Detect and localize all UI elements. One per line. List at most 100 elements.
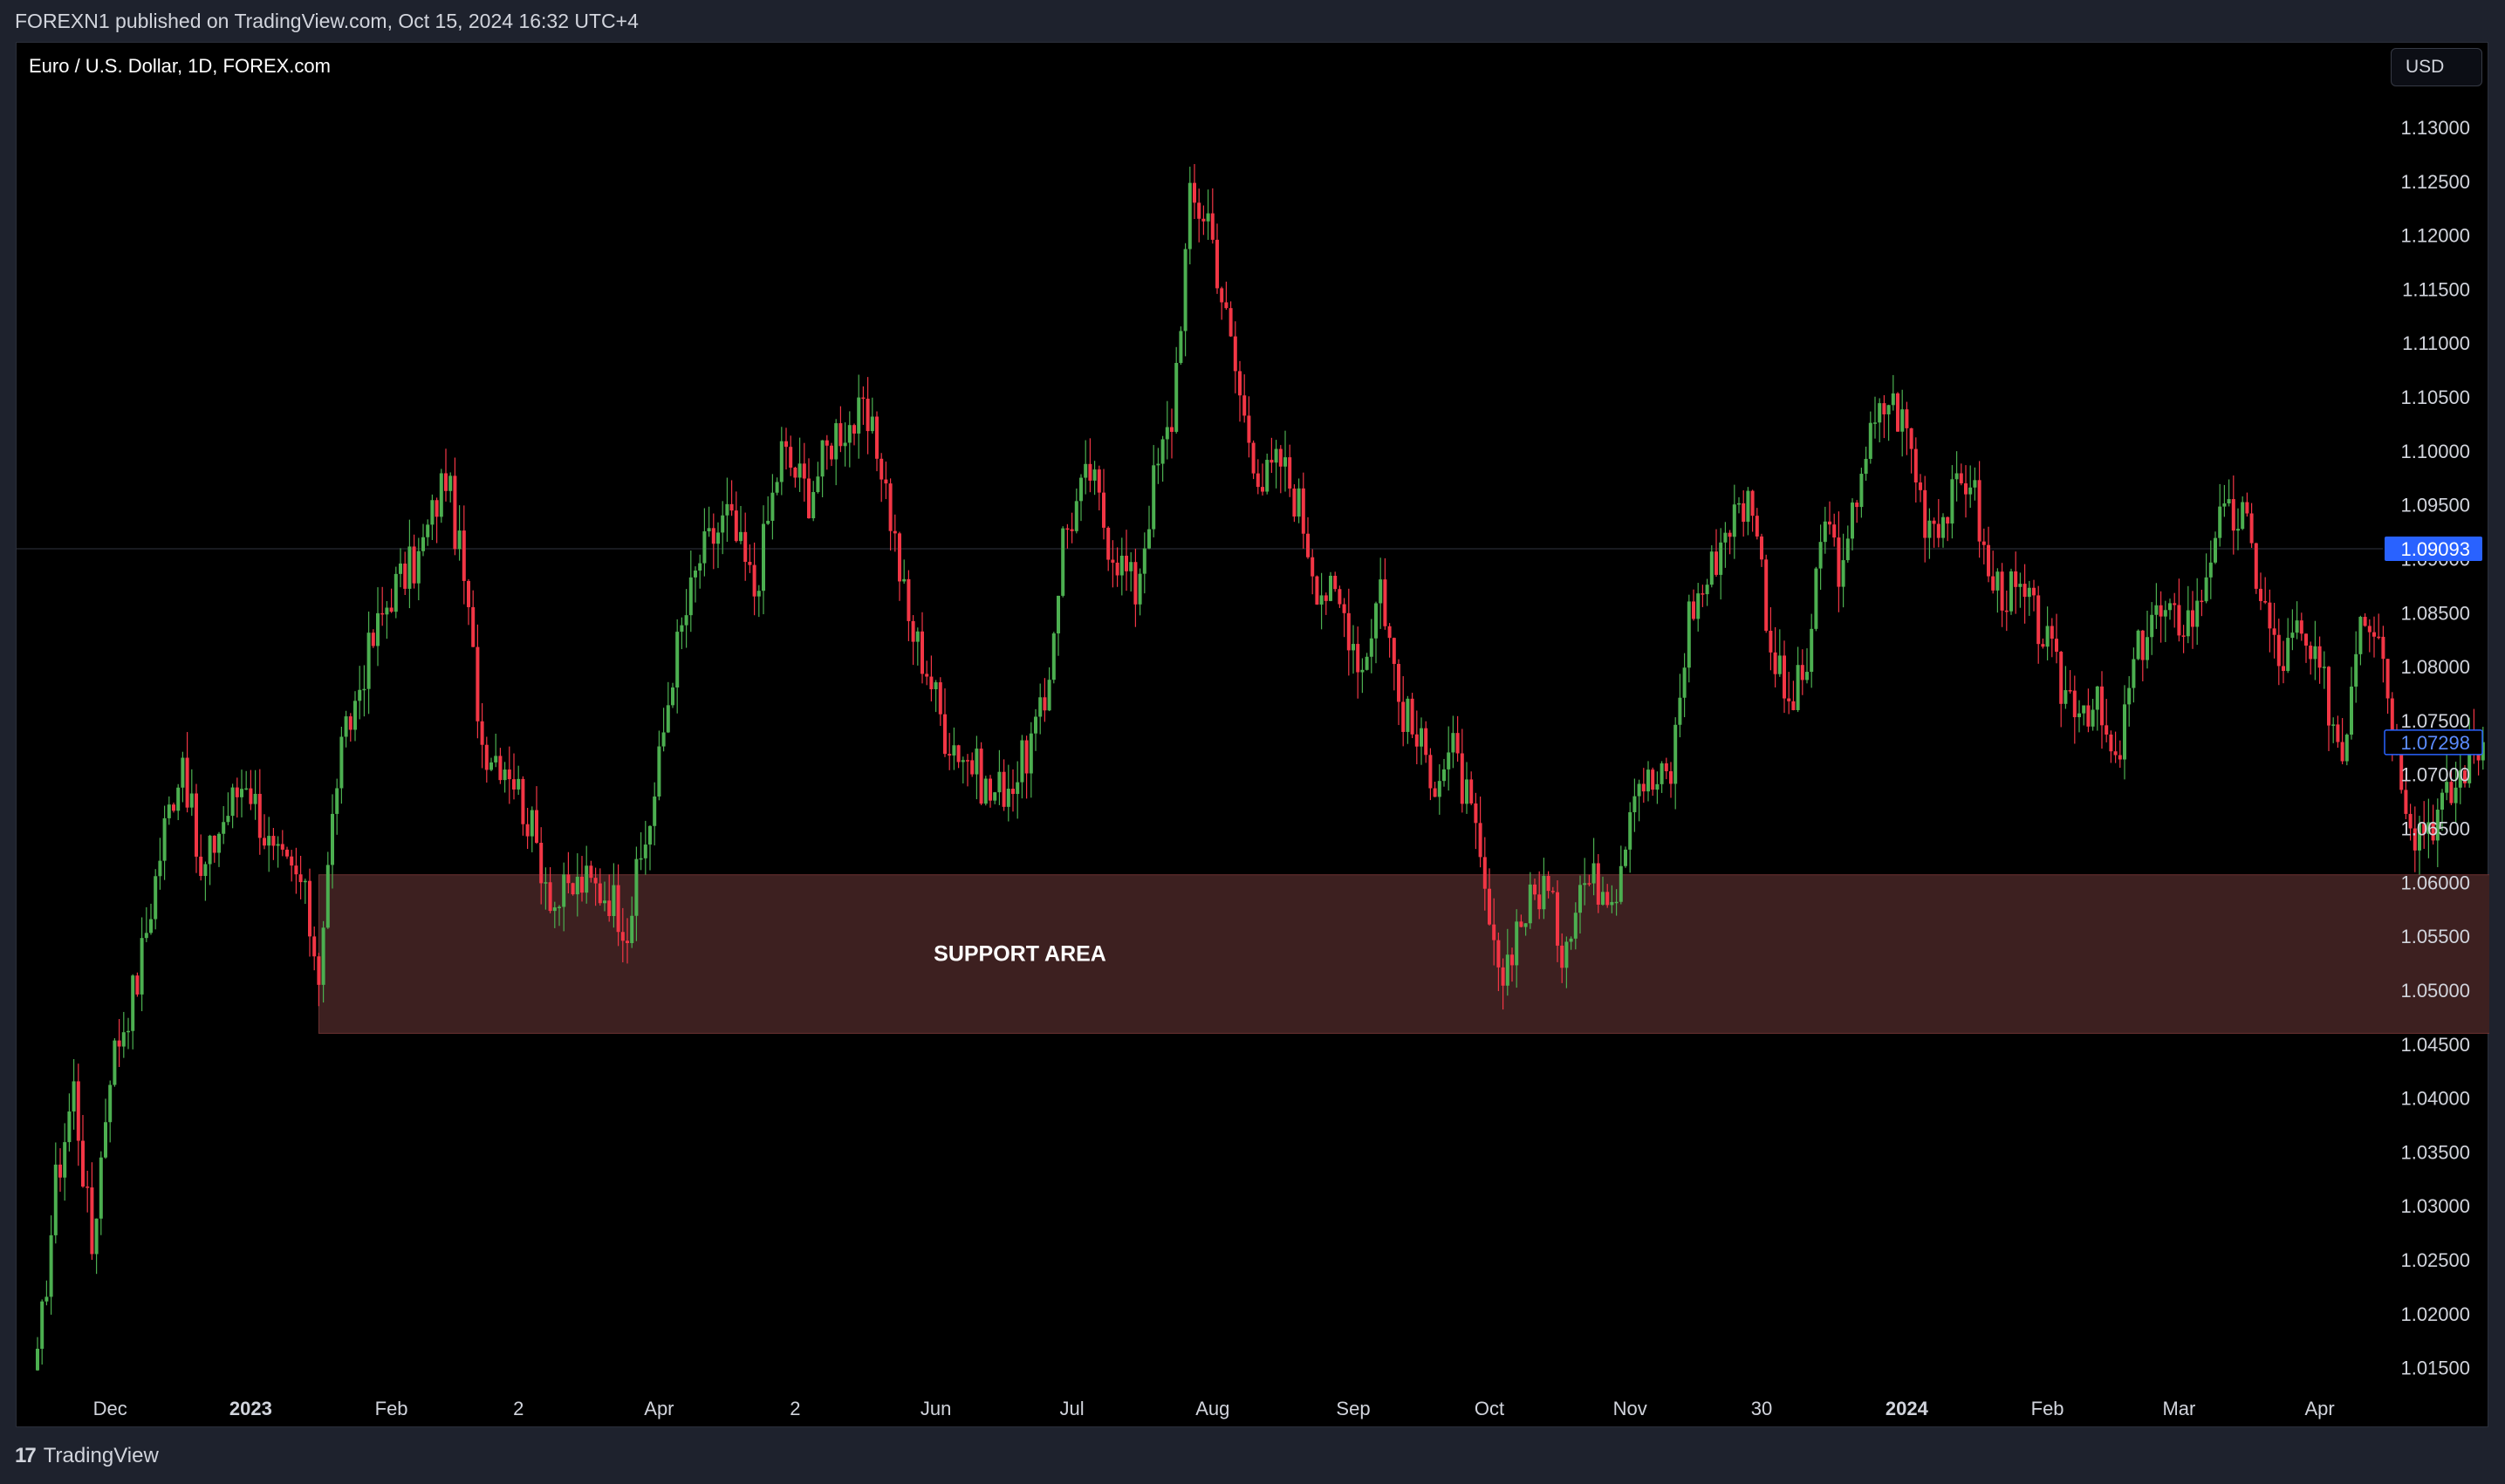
candle-body [2173, 603, 2177, 605]
candle-body [294, 865, 298, 875]
candle-body [580, 876, 584, 893]
candle-body [1610, 901, 1614, 906]
support-zone[interactable] [318, 874, 2489, 1034]
candle-body [312, 936, 317, 957]
candle-body [716, 532, 720, 544]
candle-body [1469, 779, 1474, 804]
candle-body [1981, 541, 1986, 545]
candle-body [648, 825, 652, 845]
candle-body [1632, 796, 1637, 812]
candle-body [657, 746, 661, 797]
candle-body [1596, 863, 1600, 905]
candle-body [1401, 701, 1406, 732]
candle-body [376, 612, 380, 646]
candle-body [2100, 686, 2104, 726]
candle-body [1011, 789, 1015, 795]
candle-body [2200, 600, 2204, 603]
candle-body [1242, 395, 1247, 416]
candle-body [212, 835, 216, 853]
candle-body [2068, 690, 2072, 692]
chart-pane[interactable]: SUPPORT AREA 1.13000 1.12500 1.12000 1.11500… [16, 42, 2489, 1428]
candle-body [1379, 579, 1383, 604]
candle-body [680, 625, 684, 633]
candle-body [67, 1111, 72, 1143]
candle-body [1356, 644, 1360, 673]
candle-body [339, 736, 344, 789]
candle-body [403, 563, 407, 589]
candle-body [1510, 954, 1514, 966]
candle-body [1270, 460, 1274, 463]
candle-body [435, 500, 439, 517]
tradingview-brand[interactable]: 17 TradingView [15, 1444, 159, 1468]
candle-body [1229, 308, 1233, 337]
candle-body [1882, 403, 1886, 414]
candle-body [1977, 480, 1981, 542]
candle-body [1845, 538, 1850, 561]
candle-body [195, 793, 198, 857]
candle-body [620, 932, 625, 941]
candle-body [2344, 735, 2349, 762]
candle-body [149, 919, 153, 933]
candle-body [1954, 473, 1959, 480]
candle-body [185, 757, 189, 808]
x-tick-label: Sep [1336, 1398, 1370, 1419]
candle-body [1750, 490, 1755, 516]
candle-body [893, 530, 897, 534]
candle-body [1732, 504, 1736, 537]
candle-body [1447, 752, 1451, 769]
candle-body [2059, 652, 2064, 704]
candle-body [911, 620, 915, 642]
currency-button[interactable]: USD [2391, 48, 2482, 86]
candle-body [2009, 571, 2013, 612]
candle-body [784, 441, 788, 448]
candle-body [1097, 469, 1101, 493]
candle-body [1664, 763, 1668, 772]
candle-body [525, 824, 530, 837]
candle-body [1251, 442, 1256, 474]
candle-body [94, 1218, 99, 1255]
y-tick-label: 1.11000 [2402, 332, 2470, 354]
y-tick-label: 1.08000 [2400, 656, 2470, 678]
candle-body [558, 906, 561, 908]
candle-body [1333, 575, 1338, 590]
candle-body [1051, 633, 1056, 680]
candle-body [1987, 544, 1990, 577]
candle-body [2467, 735, 2472, 783]
candle-body [290, 856, 294, 866]
y-tick-label: 1.07500 [2400, 710, 2470, 732]
candle-body [99, 1157, 103, 1219]
candle-body [253, 793, 257, 804]
candle-body [1138, 573, 1142, 605]
x-tick-label: Nov [1613, 1398, 1647, 1419]
candle-body [172, 804, 175, 811]
candle-body [1932, 520, 1936, 524]
candle-body [1651, 769, 1655, 790]
candle-body [2123, 704, 2126, 760]
x-tick-label: Jun [921, 1398, 951, 1419]
candle-body [898, 533, 901, 582]
x-tick-label: Oct [1475, 1398, 1504, 1419]
candle-body [235, 787, 239, 797]
y-tick-label: 1.08500 [2400, 602, 2470, 624]
candle-body [2304, 633, 2308, 646]
candle-body [2177, 605, 2181, 636]
candle-body [308, 880, 311, 937]
candle-body [1338, 589, 1342, 605]
candle-body [1859, 474, 1864, 508]
candle-body [1292, 488, 1297, 517]
candle-body [127, 1030, 130, 1033]
candle-body [1038, 697, 1043, 717]
candle-body [1714, 551, 1718, 575]
candle-body [1959, 473, 1963, 484]
current-price-label: 1.07298 [2400, 732, 2470, 754]
candlestick-chart[interactable]: SUPPORT AREA 1.13000 1.12500 1.12000 1.11500… [17, 43, 2489, 1428]
candle-body [503, 769, 507, 781]
candle-body [44, 1296, 49, 1302]
candle-body [1342, 604, 1346, 613]
candle-body [1352, 644, 1355, 651]
candle-body [2109, 734, 2113, 752]
candle-body [688, 577, 693, 616]
candle-body [512, 779, 516, 790]
candle-body [2282, 666, 2285, 671]
candle-body [117, 1040, 121, 1047]
